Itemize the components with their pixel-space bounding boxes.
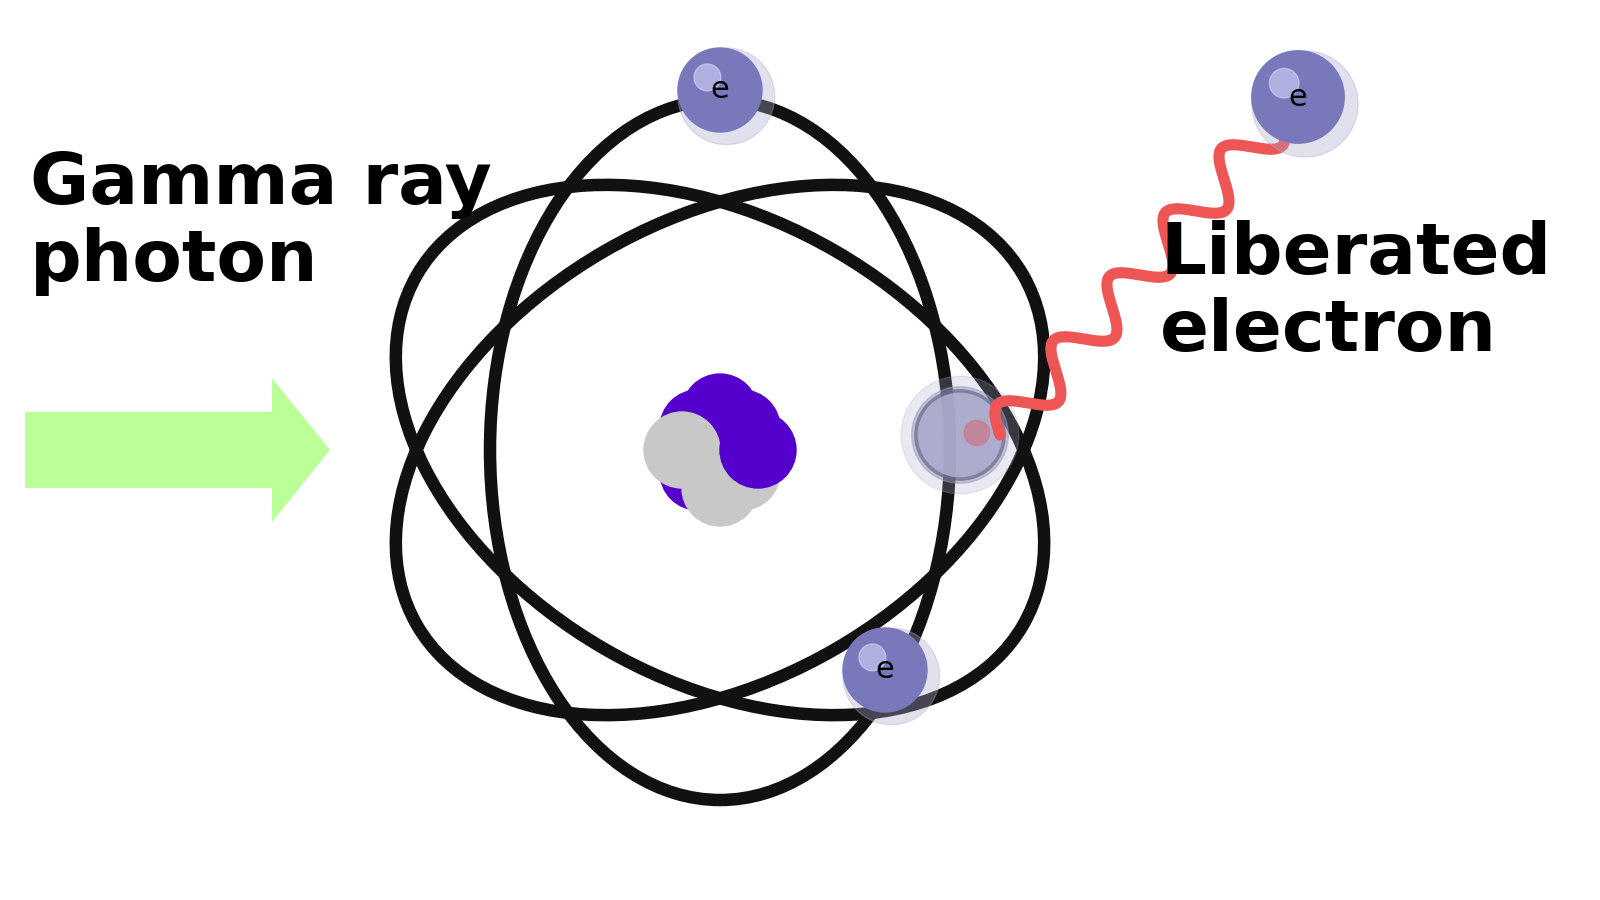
- Circle shape: [843, 628, 939, 724]
- Circle shape: [843, 628, 926, 712]
- Text: Liberated
electron: Liberated electron: [1160, 220, 1552, 366]
- Circle shape: [682, 450, 758, 526]
- Text: e: e: [1288, 83, 1307, 112]
- Circle shape: [901, 376, 1019, 494]
- Circle shape: [720, 412, 797, 488]
- Circle shape: [678, 48, 762, 132]
- Circle shape: [704, 434, 781, 510]
- Circle shape: [678, 48, 774, 145]
- Circle shape: [682, 374, 758, 450]
- Circle shape: [643, 412, 720, 488]
- Circle shape: [1269, 68, 1299, 98]
- Circle shape: [912, 387, 1008, 483]
- Circle shape: [694, 64, 722, 91]
- Circle shape: [859, 644, 886, 670]
- Circle shape: [661, 390, 736, 466]
- Circle shape: [1251, 50, 1344, 143]
- Circle shape: [704, 390, 781, 466]
- Text: e: e: [875, 655, 894, 685]
- Circle shape: [1251, 50, 1358, 158]
- Circle shape: [965, 420, 989, 446]
- Text: e: e: [710, 76, 730, 104]
- Circle shape: [918, 393, 1002, 477]
- Polygon shape: [26, 378, 330, 522]
- Circle shape: [661, 434, 736, 510]
- Text: Gamma ray
photon: Gamma ray photon: [30, 150, 491, 296]
